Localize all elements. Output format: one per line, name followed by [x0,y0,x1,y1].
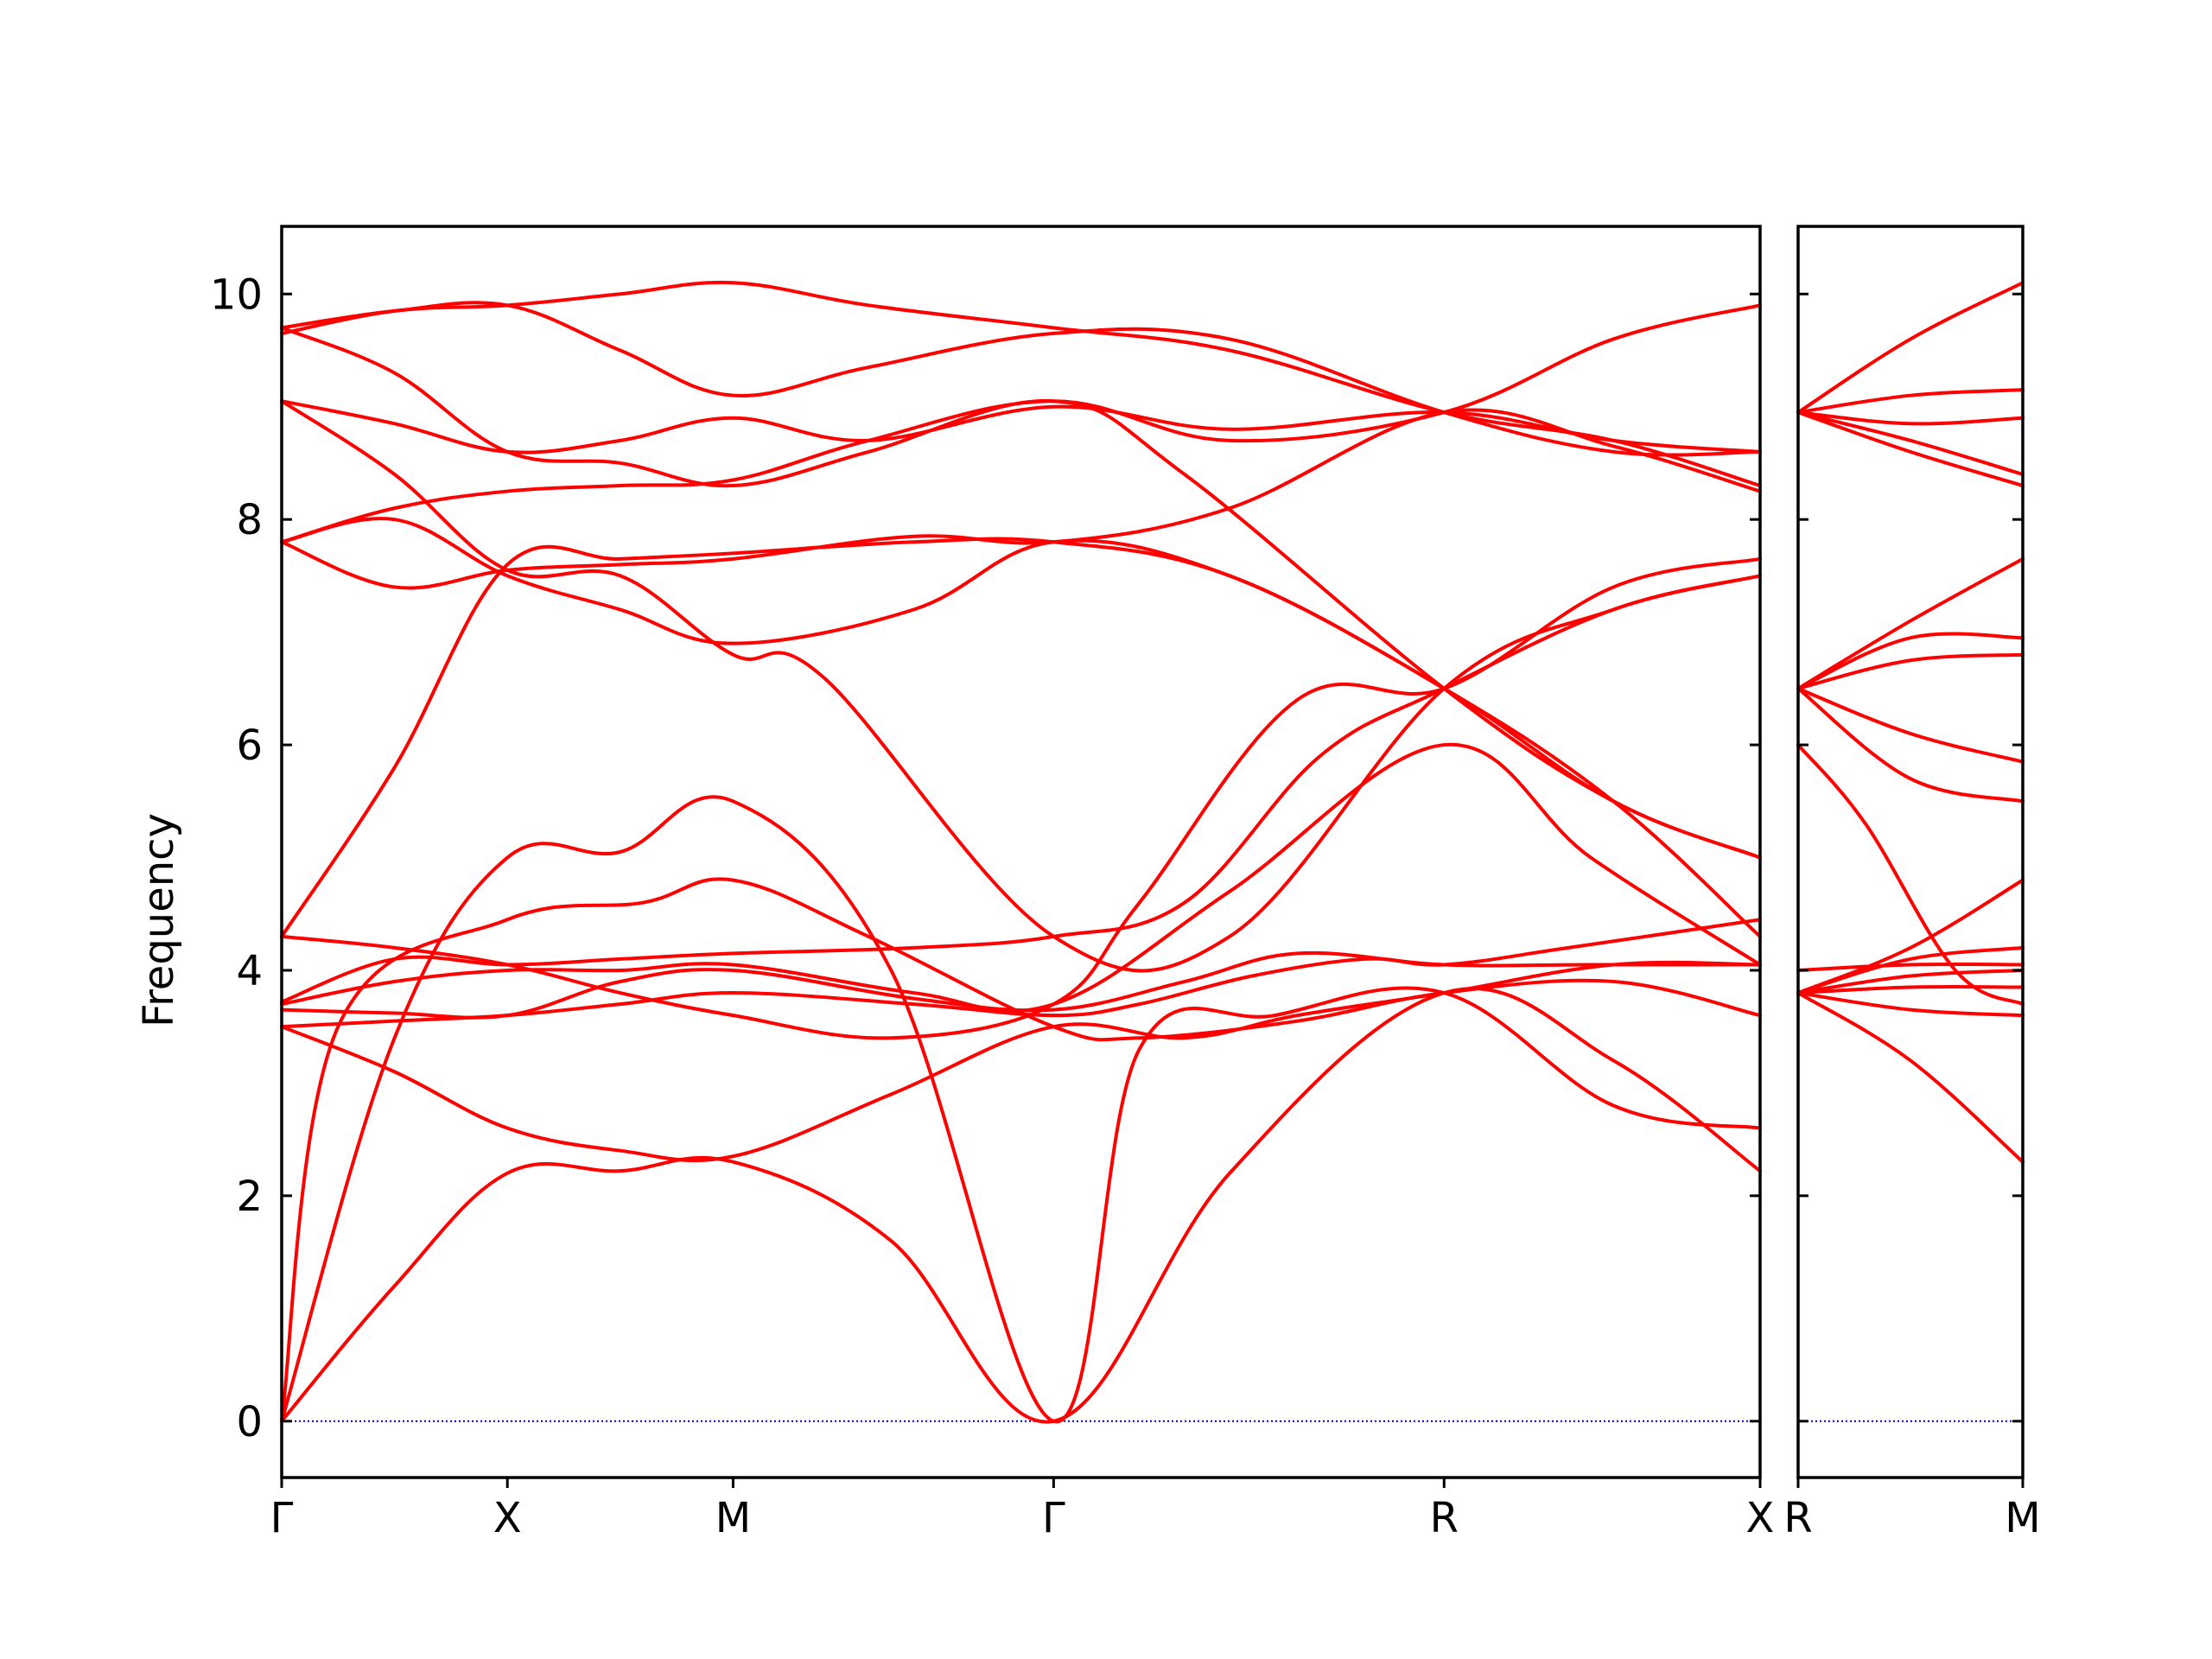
band-15 [280,399,1762,973]
x-tick-label: R [1783,1494,1812,1542]
band-12 [280,517,1762,938]
band-2 [1796,991,2024,1018]
band-7 [280,742,1762,1014]
band-13 [280,303,1762,544]
band-1 [280,987,1762,1424]
band-3 [1796,985,2024,995]
band-2 [280,795,1762,1423]
band-15 [1796,410,2024,476]
band-10 [280,537,1762,938]
x-tick-label: X [493,1494,522,1542]
band-8 [280,574,1762,1004]
band-14 [1796,410,2024,488]
left-panel: 0 2 4 6 8 10 Γ X M Γ R X [210,225,1775,1542]
band-9 [280,556,1762,1040]
band-12 [1796,632,2024,690]
y-tick-label: 2 [236,1173,263,1221]
y-tick-label: 8 [236,496,263,544]
band-1 [1796,991,2024,1164]
x-tick-label: M [715,1494,751,1542]
y-tick-label: 10 [210,270,263,319]
x-tick-label: R [1430,1494,1459,1542]
band-13 [1796,556,2024,690]
band-18 [1796,281,2024,415]
x-tick-label: Γ [270,1494,294,1542]
band-4 [280,960,1762,1163]
band-4 [1796,968,2024,995]
band-17 [1796,388,2024,415]
band-3 [280,877,1762,1423]
band-18 [280,280,1762,488]
x-tick-label: M [2005,1494,2040,1542]
plot-frame [1796,225,2024,1479]
x-tick-label: X [1746,1494,1775,1542]
band-16 [1796,410,2024,426]
band-10 [1796,686,2024,764]
band-7 [1796,878,2024,995]
band-11 [1796,652,2024,690]
y-tick-label: 4 [236,947,263,995]
y-axis-label: Frequency [135,813,183,1027]
band-5 [1796,962,2024,972]
y-tick-label: 6 [236,721,263,770]
x-tick-label: Γ [1042,1494,1065,1542]
band-8 [1796,743,2024,1007]
plot-frame [280,225,1762,1479]
band-9 [1796,686,2024,804]
band-16 [280,326,1762,860]
y-tick-label: 0 [236,1398,263,1446]
